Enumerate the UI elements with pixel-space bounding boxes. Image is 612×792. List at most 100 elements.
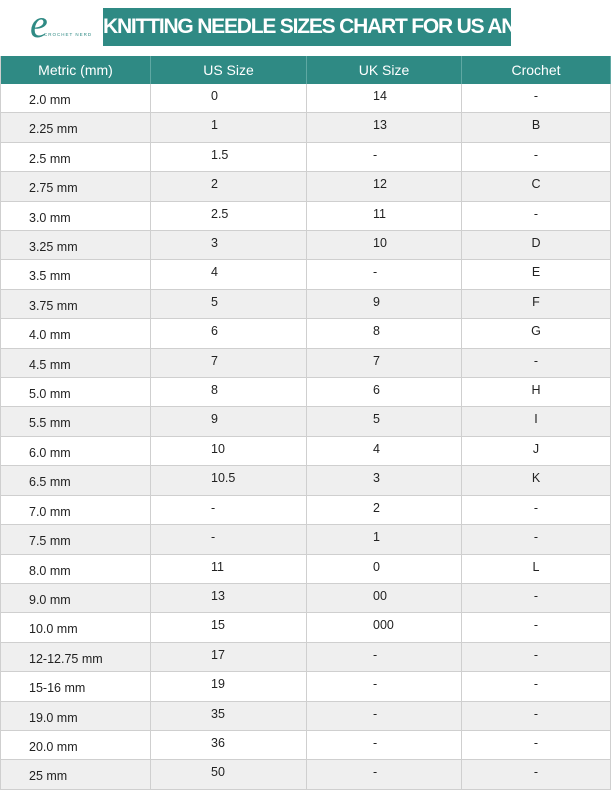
table-cell: 8 xyxy=(151,378,307,408)
table-cell: 6 xyxy=(307,378,462,408)
table-cell: - xyxy=(151,495,307,526)
table-cell: - xyxy=(462,583,611,614)
table-cell: I xyxy=(462,407,611,437)
table-row: 20.0 mm 36- - xyxy=(1,730,611,761)
table-cell: H xyxy=(462,378,611,408)
table-cell: 7.5 mm xyxy=(1,525,151,555)
table-cell: 0 xyxy=(307,554,462,584)
table-row: 4.0 mm 6 8 G xyxy=(1,319,611,349)
table-cell: 8 xyxy=(307,319,462,349)
table-row: 4.5 mm 7 7- xyxy=(1,348,611,379)
table-cell: 2 xyxy=(151,172,307,202)
table-row: 2.5 mm 1.5- - xyxy=(1,142,611,173)
table-cell: 4.0 mm xyxy=(1,319,151,349)
table-cell: 2.75 mm xyxy=(1,172,151,202)
header-cell: US Size xyxy=(151,56,307,84)
table-cell: J xyxy=(462,436,611,467)
table-row: 5.5 mm 9 5 I xyxy=(1,407,611,437)
table-cell: 00 xyxy=(307,583,462,614)
table-cell: 3 xyxy=(151,231,307,261)
table-cell: 4 xyxy=(307,436,462,467)
table-row: 6.5 mm 10.5 3 K xyxy=(1,466,611,496)
table-row: 2.25 mm 1 13 B xyxy=(1,113,611,143)
table-cell: 4 xyxy=(151,260,307,290)
table-cell: - xyxy=(462,642,611,673)
table-cell: 9 xyxy=(307,289,462,320)
table-cell: 4.5 mm xyxy=(1,348,151,379)
table-cell: - xyxy=(307,672,462,702)
table-cell: 10 xyxy=(307,231,462,261)
table-cell: 1 xyxy=(307,525,462,555)
table-cell: 11 xyxy=(307,201,462,232)
table-cell: 3.0 mm xyxy=(1,201,151,232)
table-cell: - xyxy=(307,142,462,173)
table-cell: E xyxy=(462,260,611,290)
table-row: 19.0 mm 35- - xyxy=(1,701,611,731)
table-cell: - xyxy=(307,701,462,731)
table-cell: 0 xyxy=(151,84,307,114)
table-cell: - xyxy=(462,495,611,526)
table-row: 7.0 mm -2- xyxy=(1,495,611,526)
table-cell: 8.0 mm xyxy=(1,554,151,584)
table-cell: 9 xyxy=(151,407,307,437)
logo-mark: e xyxy=(30,1,48,46)
table-cell: 13 xyxy=(151,583,307,614)
table-cell: 2.5 xyxy=(151,201,307,232)
table-cell: F xyxy=(462,289,611,320)
table-row: 15-16 mm 19- - xyxy=(1,672,611,702)
table-cell: 2 xyxy=(307,495,462,526)
table-cell: 36 xyxy=(151,730,307,761)
table-row: 3.75 mm 5 9 F xyxy=(1,289,611,320)
table-cell: - xyxy=(462,201,611,232)
table-cell: 15 xyxy=(151,613,307,643)
table-cell: - xyxy=(462,142,611,173)
size-table: Metric (mm) US Size UK Size Crochet 2.0 mm 0 1… xyxy=(0,56,611,790)
table-cell: 14 xyxy=(307,84,462,114)
table-cell: - xyxy=(307,260,462,290)
table-cell: - xyxy=(307,760,462,790)
table-cell: D xyxy=(462,231,611,261)
table-cell: 19 xyxy=(151,672,307,702)
table-cell: 19.0 mm xyxy=(1,701,151,731)
table-cell: 9.0 mm xyxy=(1,583,151,614)
table-cell: 7 xyxy=(307,348,462,379)
table-cell: - xyxy=(462,701,611,731)
table-cell: 3.25 mm xyxy=(1,231,151,261)
table-cell: 10 xyxy=(151,436,307,467)
table-cell: 3.75 mm xyxy=(1,289,151,320)
table-cell: 3.5 mm xyxy=(1,260,151,290)
table-cell: 2.0 mm xyxy=(1,84,151,114)
table-cell: - xyxy=(307,642,462,673)
table-row: 3.25 mm 3 10 D xyxy=(1,231,611,261)
table-cell: - xyxy=(462,672,611,702)
table-cell: - xyxy=(307,730,462,761)
table-cell: 3 xyxy=(307,466,462,496)
title-banner: KNITTING NEEDLE SIZES CHART FOR US AND U… xyxy=(103,8,563,46)
table-row: 9.0 mm 13 00- xyxy=(1,583,611,614)
table-cell: 20.0 mm xyxy=(1,730,151,761)
table-row: 7.5 mm -1- xyxy=(1,525,611,555)
table-cell: 2.5 mm xyxy=(1,142,151,173)
table-cell: 12-12.75 mm xyxy=(1,642,151,673)
table-cell: G xyxy=(462,319,611,349)
table-cell: 5 xyxy=(307,407,462,437)
table-cell: 5 xyxy=(151,289,307,320)
table-cell: 7 xyxy=(151,348,307,379)
header-cell: Metric (mm) xyxy=(1,56,151,84)
table-cell: 50 xyxy=(151,760,307,790)
table-row: 3.5 mm 4- E xyxy=(1,260,611,290)
table-cell: 12 xyxy=(307,172,462,202)
table-cell: - xyxy=(462,348,611,379)
table-row: 3.0 mm 2.5 11- xyxy=(1,201,611,232)
table-cell: - xyxy=(462,760,611,790)
table-row: 2.75 mm 2 12 C xyxy=(1,172,611,202)
logo: e CROCHET NERD xyxy=(10,1,100,48)
table-cell: C xyxy=(462,172,611,202)
table-cell: - xyxy=(462,613,611,643)
table-cell: - xyxy=(462,730,611,761)
table-cell: 13 xyxy=(307,113,462,143)
table-row: 12-12.75 mm 17- - xyxy=(1,642,611,673)
table-cell: 35 xyxy=(151,701,307,731)
table-cell: 25 mm xyxy=(1,760,151,790)
